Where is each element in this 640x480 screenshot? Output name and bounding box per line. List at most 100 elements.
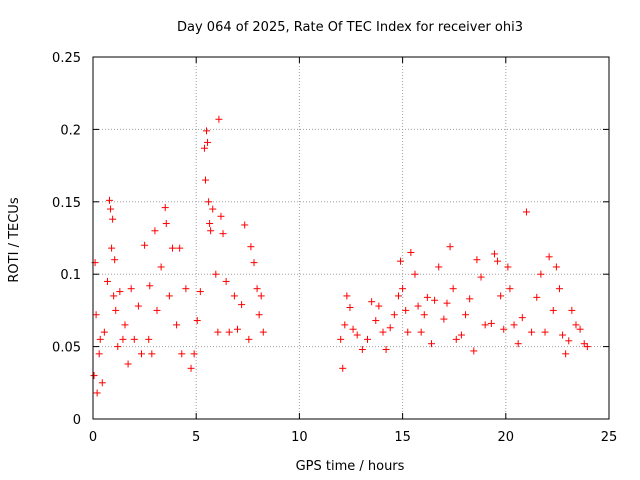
data-point [487, 319, 495, 327]
data-point [528, 328, 536, 336]
data-point [435, 263, 443, 271]
data-point [207, 227, 215, 235]
data-point [253, 285, 261, 293]
data-point [165, 292, 173, 300]
data-point [151, 227, 159, 235]
data-point [145, 335, 153, 343]
data-point [205, 198, 213, 206]
data-point [110, 292, 118, 300]
data-point [343, 292, 351, 300]
data-point [549, 306, 557, 314]
data-point [440, 315, 448, 323]
data-point [259, 328, 267, 336]
data-point [358, 345, 366, 353]
data-point [215, 115, 223, 123]
data-point [219, 230, 227, 238]
data-point [541, 328, 549, 336]
data-point [112, 306, 120, 314]
data-point [225, 328, 233, 336]
data-point [407, 248, 415, 256]
y-tick-label: 0 [73, 413, 81, 428]
data-point [96, 335, 104, 343]
data-point [504, 263, 512, 271]
data-point [399, 285, 407, 293]
x-tick-label: 15 [394, 430, 411, 445]
data-point [111, 256, 119, 264]
data-point [250, 259, 258, 267]
data-point [481, 321, 489, 329]
data-point [209, 205, 217, 213]
data-point [162, 220, 170, 228]
data-point [196, 288, 204, 296]
data-point [103, 277, 111, 285]
data-point [134, 302, 142, 310]
data-point [510, 321, 518, 329]
data-point [153, 306, 161, 314]
data-point [364, 335, 372, 343]
x-tick-label: 5 [192, 430, 200, 445]
data-point [339, 364, 347, 372]
data-point [394, 292, 402, 300]
y-axis-label: ROTI / TECUs [7, 197, 22, 282]
data-point [119, 335, 127, 343]
data-point [107, 205, 115, 213]
data-point [255, 311, 263, 319]
x-tick-label: 25 [601, 430, 618, 445]
data-point [411, 270, 419, 278]
data-point [576, 325, 584, 333]
data-point [417, 328, 425, 336]
data-point [214, 328, 222, 336]
data-point [238, 301, 246, 309]
data-point [470, 347, 478, 355]
data-point [449, 285, 457, 293]
data-point [402, 306, 410, 314]
data-point [497, 292, 505, 300]
data-point [533, 293, 541, 301]
data-point [178, 350, 186, 358]
data-point [494, 257, 502, 265]
data-point [193, 317, 201, 325]
data-point [397, 257, 405, 265]
data-point [446, 243, 454, 251]
data-point [506, 285, 514, 293]
data-point [121, 321, 129, 329]
chart-title: Day 064 of 2025, Rate Of TEC Index for r… [177, 20, 523, 35]
data-point [414, 302, 422, 310]
data-point [190, 350, 198, 358]
data-point [427, 340, 435, 348]
data-point [233, 325, 241, 333]
data-point [443, 299, 451, 307]
data-point [473, 256, 481, 264]
y-tick-label: 0.25 [52, 51, 81, 66]
data-point [187, 364, 195, 372]
data-point [514, 340, 522, 348]
data-point [518, 314, 526, 322]
data-point [168, 244, 176, 252]
data-point [562, 350, 570, 358]
data-point [462, 311, 470, 319]
data-point [109, 215, 117, 223]
data-point [93, 389, 101, 397]
data-point [382, 345, 390, 353]
y-tick-label: 0.2 [60, 123, 81, 138]
grid-lines [93, 57, 609, 419]
data-point [379, 328, 387, 336]
data-point [176, 244, 184, 252]
data-point [572, 321, 580, 329]
data-point [337, 335, 345, 343]
data-point [241, 221, 249, 229]
data-point [372, 317, 380, 325]
data-point [98, 379, 106, 387]
data-point [116, 288, 124, 296]
data-point [490, 250, 498, 258]
data-point [583, 343, 591, 351]
data-point [203, 127, 211, 135]
data-point [217, 212, 225, 220]
data-point [353, 331, 361, 339]
data-point [106, 196, 114, 204]
data-point [341, 321, 349, 329]
data-point [257, 292, 265, 300]
data-point [114, 343, 122, 351]
data-point [477, 273, 485, 281]
data-point [222, 277, 230, 285]
